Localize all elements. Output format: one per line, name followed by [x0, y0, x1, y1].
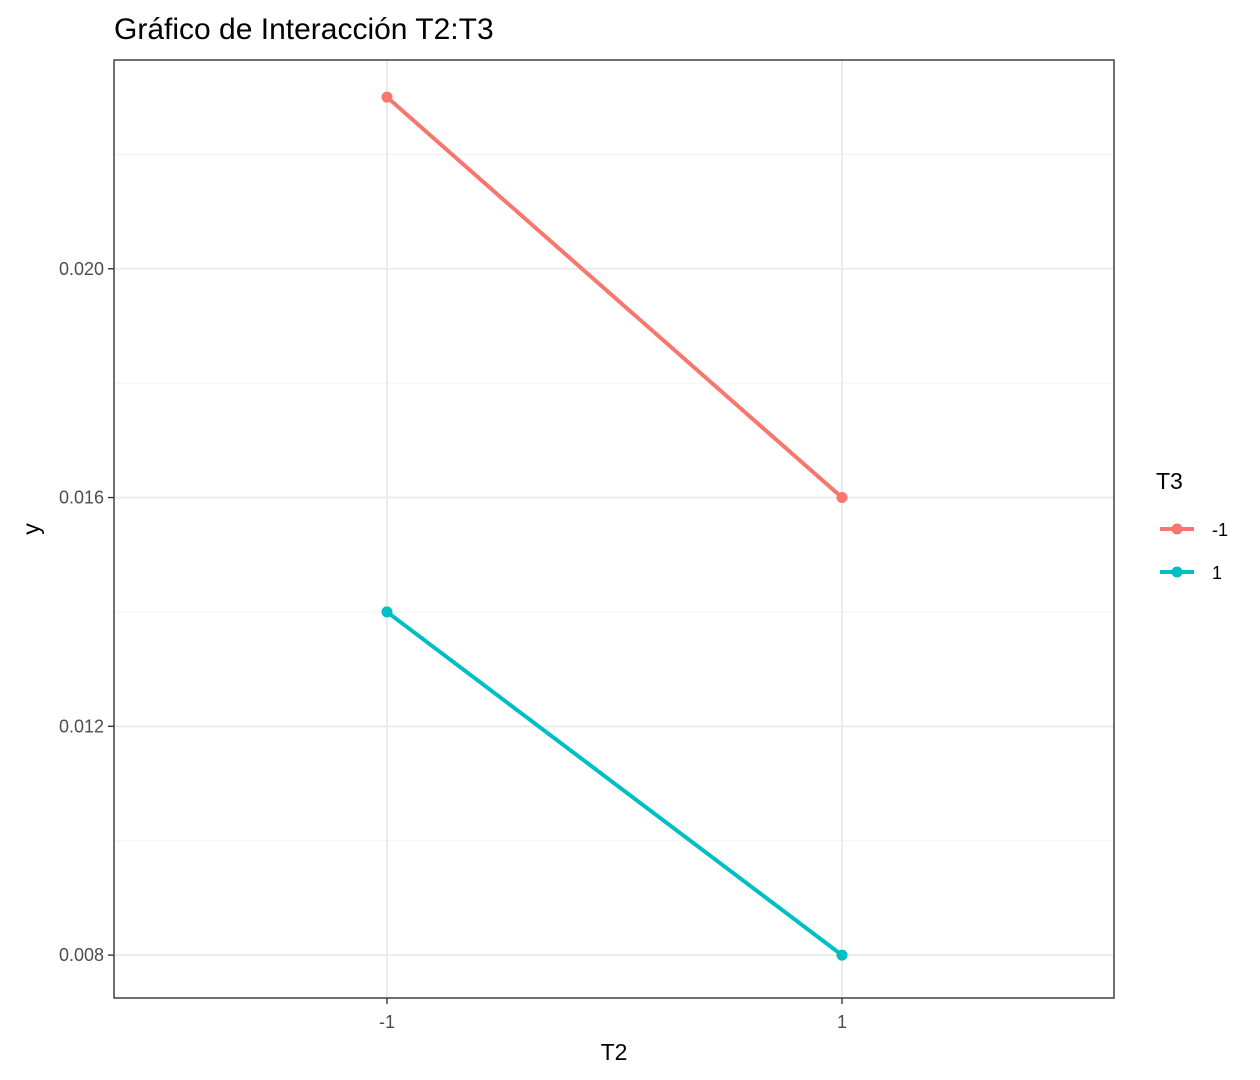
y-tick-label: 0.012	[59, 716, 104, 736]
plot-panel	[114, 60, 1114, 998]
y-tick-label: 0.016	[59, 488, 104, 508]
legend-label: -1	[1212, 520, 1228, 540]
x-axis: -1 1	[379, 998, 847, 1032]
series-layer	[381, 91, 848, 961]
plot-border	[113, 59, 1115, 999]
y-axis: 0.008 0.012 0.016 0.020	[59, 259, 114, 965]
legend-items: -1 1	[1160, 520, 1228, 583]
series-point	[381, 606, 393, 618]
series-line	[385, 610, 844, 957]
legend: T3 -1 1	[1156, 468, 1228, 583]
x-tick-label: -1	[379, 1012, 395, 1032]
minor-gridlines	[114, 153, 1114, 842]
x-axis-title: T2	[601, 1039, 628, 1065]
chart-title: Gráfico de Interacción T2:T3	[114, 13, 494, 46]
y-tick-label: 0.020	[59, 259, 104, 279]
series-line	[385, 95, 844, 500]
series-point	[381, 91, 393, 103]
series-point	[836, 949, 848, 961]
legend-key-point	[1171, 523, 1183, 535]
series-point	[836, 492, 848, 504]
x-tick-label: 1	[837, 1012, 847, 1032]
legend-title: T3	[1156, 468, 1183, 494]
y-tick-label: 0.008	[59, 945, 104, 965]
legend-key-point	[1171, 566, 1183, 578]
legend-label: 1	[1212, 563, 1222, 583]
y-axis-title: y	[18, 523, 44, 535]
major-gridlines	[114, 60, 1114, 998]
